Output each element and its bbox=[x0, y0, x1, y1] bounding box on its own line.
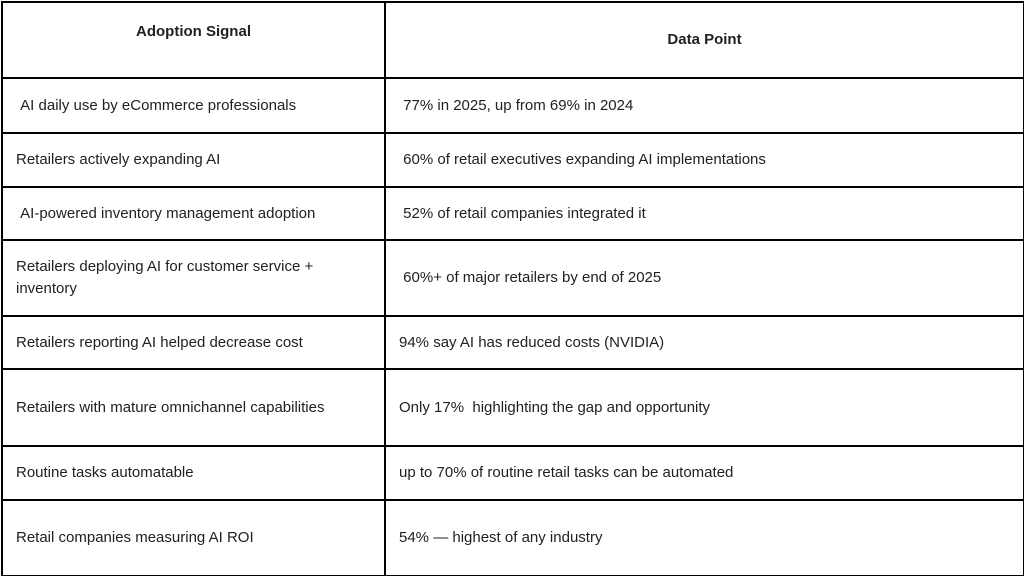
table-row: Retailers with mature omnichannel capabi… bbox=[1, 368, 1024, 447]
data-point-cell: 60% of retail executives expanding AI im… bbox=[384, 132, 1024, 188]
data-point-cell: 54% — highest of any industry bbox=[384, 499, 1024, 576]
signal-cell: Retailers with mature omnichannel capabi… bbox=[1, 368, 386, 447]
data-point-cell: 94% say AI has reduced costs (NVIDIA) bbox=[384, 315, 1024, 370]
signal-cell: Routine tasks automatable bbox=[1, 445, 386, 501]
data-point-cell: up to 70% of routine retail tasks can be… bbox=[384, 445, 1024, 501]
data-point-cell: 60%+ of major retailers by end of 2025 bbox=[384, 239, 1024, 317]
table-row: AI daily use by eCommerce professionals … bbox=[1, 77, 1024, 134]
table-row: Routine tasks automatable up to 70% of r… bbox=[1, 445, 1024, 501]
data-point-cell: 77% in 2025, up from 69% in 2024 bbox=[384, 77, 1024, 134]
column-header-adoption-signal: Adoption Signal bbox=[1, 1, 386, 79]
table-row: Retailers deploying AI for customer serv… bbox=[1, 239, 1024, 317]
data-point-cell: 52% of retail companies integrated it bbox=[384, 186, 1024, 241]
table-row: Retail companies measuring AI ROI 54% — … bbox=[1, 499, 1024, 576]
signal-cell: AI-powered inventory management adoption bbox=[1, 186, 386, 241]
data-point-cell: Only 17% highlighting the gap and opport… bbox=[384, 368, 1024, 447]
header-row: Adoption Signal Data Point bbox=[1, 1, 1024, 79]
column-header-data-point: Data Point bbox=[384, 1, 1024, 79]
signal-cell: Retail companies measuring AI ROI bbox=[1, 499, 386, 576]
signal-cell: Retailers reporting AI helped decrease c… bbox=[1, 315, 386, 370]
signal-cell: Retailers actively expanding AI bbox=[1, 132, 386, 188]
table-row: Retailers actively expanding AI 60% of r… bbox=[1, 132, 1024, 188]
signal-cell: AI daily use by eCommerce professionals bbox=[1, 77, 386, 134]
table-row: AI-powered inventory management adoption… bbox=[1, 186, 1024, 241]
table-row: Retailers reporting AI helped decrease c… bbox=[1, 315, 1024, 370]
signal-cell: Retailers deploying AI for customer serv… bbox=[1, 239, 386, 317]
